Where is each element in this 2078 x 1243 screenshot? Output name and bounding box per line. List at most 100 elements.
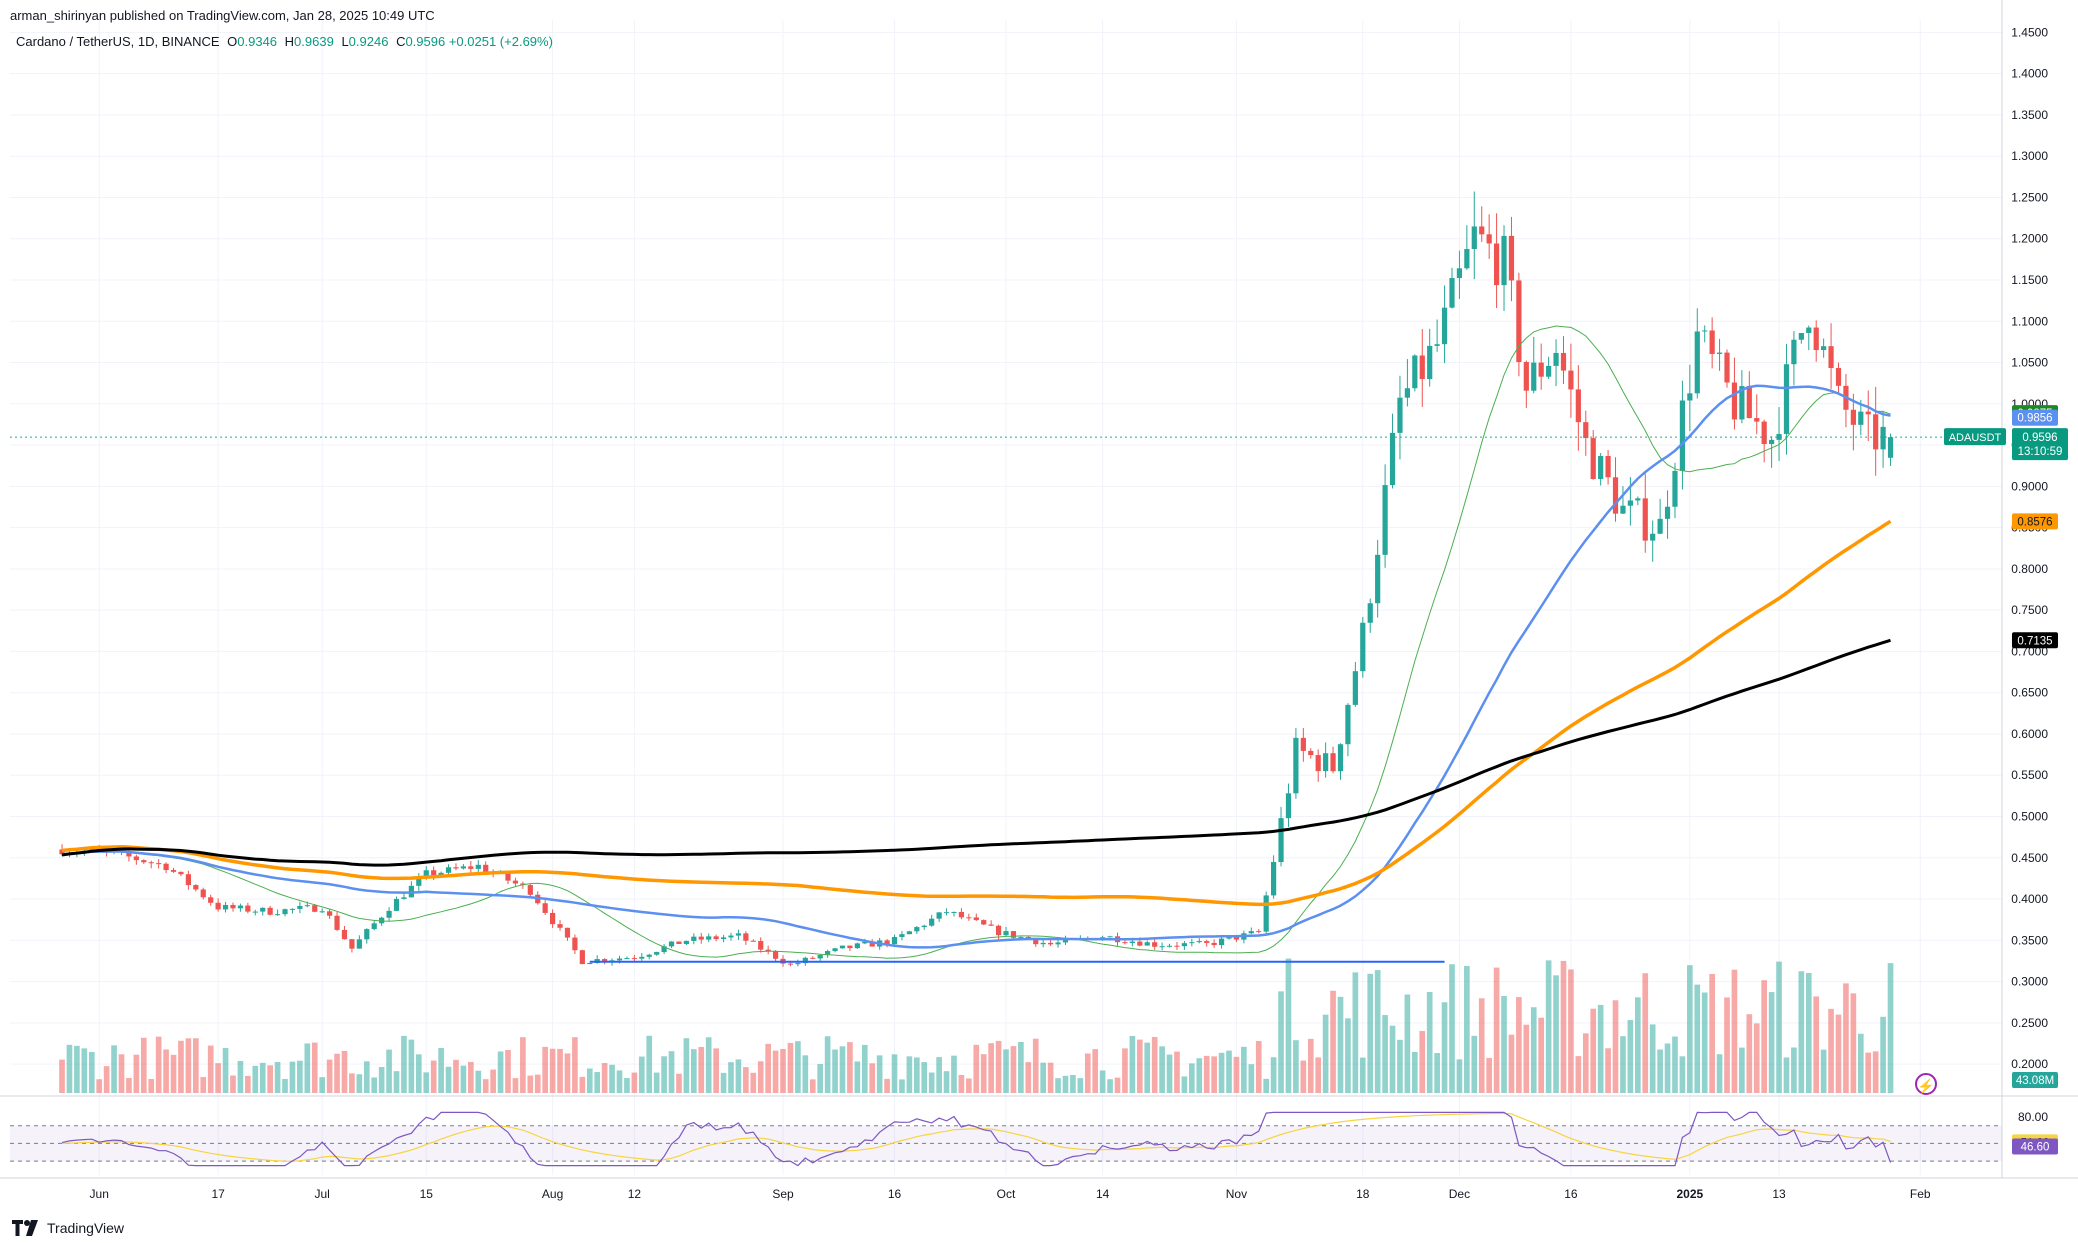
candle-body: [267, 907, 273, 915]
candle-body: [453, 867, 459, 869]
volume-bar: [973, 1044, 980, 1093]
volume-bar: [1672, 1036, 1678, 1093]
candle-body: [1218, 938, 1225, 946]
volume-bar: [1553, 975, 1559, 1093]
volume-bar: [683, 1038, 690, 1093]
volume-bar: [1166, 1054, 1173, 1093]
close-value: 0.9596: [405, 34, 446, 49]
volume-bar: [267, 1065, 273, 1093]
price-tick-label: 1.1500: [2011, 273, 2048, 287]
volume-bar: [691, 1049, 697, 1093]
close-label: C: [396, 34, 406, 49]
volume-bar: [1545, 960, 1552, 1093]
candle-body: [758, 941, 764, 950]
candle-body: [1783, 364, 1790, 434]
candle-body: [557, 924, 563, 928]
volume-bar: [765, 1043, 771, 1093]
volume-bar: [966, 1078, 972, 1093]
low-value: 0.9246: [348, 34, 389, 49]
candle-body: [958, 911, 965, 918]
date-tick-label: Dec: [1449, 1187, 1470, 1201]
ma-orange-badge-text: 0.8576: [2017, 516, 2052, 528]
tradingview-logo[interactable]: TradingView: [12, 1218, 124, 1238]
volume-bar: [311, 1042, 318, 1093]
candle-body: [1040, 942, 1046, 945]
candle-body: [1382, 485, 1388, 555]
date-tick-label: 17: [211, 1187, 225, 1201]
volume-bar: [1307, 1038, 1314, 1093]
candle-body: [193, 885, 199, 890]
volume-bar: [1850, 993, 1857, 1093]
volume-bar: [1367, 973, 1374, 1093]
candle-body: [282, 909, 288, 915]
candle-body: [133, 856, 139, 861]
volume-bar: [1605, 1048, 1611, 1093]
volume-bar: [1203, 1055, 1210, 1093]
volume-bar: [1300, 1060, 1307, 1093]
candle-body: [1204, 941, 1210, 943]
volume-bar: [995, 1040, 1002, 1093]
candle-body: [289, 908, 296, 910]
candle-body: [460, 866, 467, 869]
candle-body: [929, 918, 935, 926]
candle-body: [1657, 518, 1663, 534]
candle-body: [1650, 533, 1656, 541]
volume-badge-text: 43.08M: [2016, 1075, 2054, 1087]
candle-body: [810, 957, 816, 959]
volume-bar: [155, 1036, 162, 1093]
date-tick-label: 12: [628, 1187, 642, 1201]
volume-bar: [408, 1039, 415, 1093]
volume-bar: [1226, 1050, 1232, 1093]
lightning-icon[interactable]: ⚡: [1915, 1073, 1937, 1095]
volume-bar: [1345, 1018, 1351, 1093]
volume-bar: [631, 1072, 638, 1093]
volume-bar: [1099, 1070, 1106, 1093]
candle-body: [527, 885, 533, 895]
candle-body: [616, 958, 623, 961]
candle-body: [393, 898, 400, 911]
change-value: +0.0251 (+2.69%): [448, 34, 553, 49]
candle-body: [1412, 355, 1418, 389]
candle-body: [891, 937, 898, 945]
candle-body: [1174, 945, 1180, 947]
price-tick-label: 0.2000: [2011, 1057, 2048, 1071]
candle-body: [1449, 278, 1455, 308]
date-tick-label: Jul: [315, 1187, 330, 1201]
candle-body: [1293, 737, 1299, 794]
volume-bar: [1174, 1051, 1180, 1093]
candle-body: [624, 958, 630, 960]
candle-body: [706, 936, 712, 940]
volume-bar: [1404, 994, 1411, 1093]
volume-bar: [1590, 1008, 1597, 1093]
candle-body: [884, 940, 890, 945]
candle-body: [787, 963, 794, 965]
volume-bar: [1753, 1023, 1760, 1093]
price-tick-label: 1.3000: [2011, 149, 2048, 163]
volume-bar: [1181, 1076, 1188, 1093]
volume-bar: [111, 1045, 117, 1093]
axes: 1.4500 1.4000 1.3500 1.3000 1.2500 1.2000 1.15…: [90, 25, 2068, 1201]
volume-bar: [1255, 1041, 1262, 1093]
rsi-badge: [2012, 1138, 2058, 1155]
volume-bar: [988, 1043, 994, 1093]
volume-bar: [430, 1060, 437, 1093]
candle-body: [178, 871, 184, 875]
tradingview-logo-icon: [12, 1220, 38, 1236]
candle-body: [1441, 307, 1448, 345]
candle-body: [1716, 352, 1723, 354]
candle-body: [943, 912, 950, 914]
date-tick-label: 16: [888, 1187, 902, 1201]
candle-body: [334, 915, 340, 930]
candle-body: [1345, 704, 1351, 745]
candle-body: [1278, 818, 1284, 862]
volume-bar: [505, 1050, 511, 1093]
last-price-text: 0.9596: [2022, 432, 2057, 444]
volume-bar: [1270, 1057, 1277, 1093]
candle-body: [1248, 931, 1254, 934]
volume-bar: [1129, 1035, 1136, 1093]
candle-body: [1033, 939, 1039, 945]
candle-body: [1598, 455, 1604, 479]
volume-bar: [1791, 1047, 1797, 1093]
candle-body: [304, 905, 310, 907]
